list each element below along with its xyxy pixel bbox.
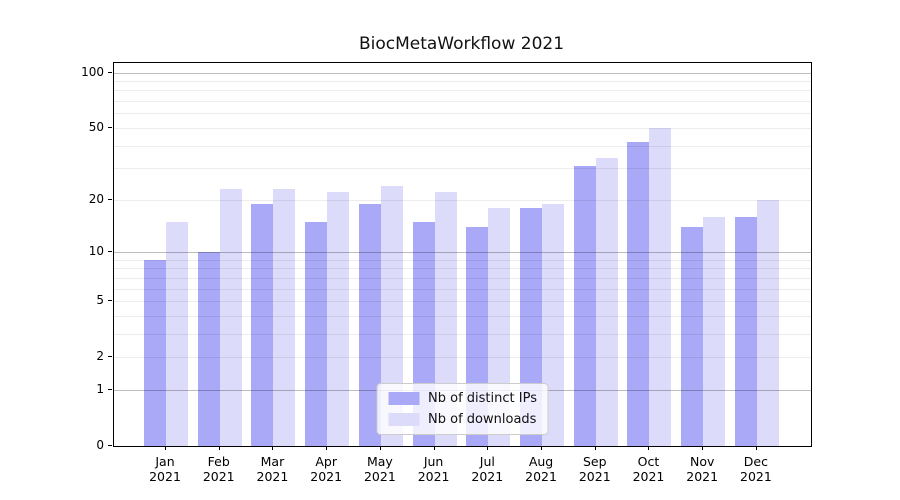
y-tick-2 [108,356,112,358]
y-tick-label-10: 10 [88,243,104,258]
x-tick-label-sep: Sep 2021 [578,454,611,484]
y-tick-100 [108,71,112,73]
bar-sep-downloads [595,158,618,446]
x-tick-jan [165,446,166,450]
bar-jan-distinct-ips [144,259,166,446]
y-tick-0 [108,445,112,446]
x-tick-label-may: May 2021 [363,454,396,484]
bar-apr-downloads [327,192,350,446]
bar-group-feb [197,63,242,446]
bar-feb-downloads [219,188,242,446]
bar-jan-downloads [166,221,188,446]
chart-title: BiocMetaWorkflow 2021 [358,34,565,54]
x-tick-apr [326,446,328,450]
x-tick-label-dec: Dec 2021 [740,454,772,484]
legend-item-downloads: Nb of downloads [388,412,537,427]
x-tick-label-mar: Mar 2021 [256,454,289,484]
y-tick-label-5: 5 [96,293,104,308]
y-tick-label-100: 100 [81,64,104,79]
bar-mar-distinct-ips [251,203,274,446]
x-tick-nov [702,446,704,450]
bar-group-jan [144,63,188,446]
bar-may-downloads [380,185,403,446]
legend-swatch-downloads [388,413,420,426]
legend-label-distinct-ips: Nb of distinct IPs [428,391,537,406]
y-tick-label-20: 20 [88,191,104,206]
y-tick-1 [108,388,112,390]
bar-sep-distinct-ips [573,165,596,446]
bar-dec-downloads [756,199,779,446]
bar-group-sep [573,63,618,446]
x-tick-jul [487,446,489,450]
x-tick-may [379,446,381,450]
legend-swatch-distinct-ips [388,392,420,405]
bar-nov-distinct-ips [681,226,704,446]
y-tick-10 [108,250,112,252]
bar-group-apr [305,63,350,446]
x-tick-label-jul: Jul 2021 [471,454,504,484]
bar-feb-distinct-ips [197,252,220,446]
bar-apr-distinct-ips [305,221,328,446]
bar-group-nov [681,63,726,446]
x-tick-label-oct: Oct 2021 [632,454,665,484]
x-tick-label-nov: Nov 2021 [686,454,719,484]
x-tick-label-apr: Apr 2021 [310,454,343,484]
bar-group-dec [734,63,779,446]
bar-oct-distinct-ips [627,141,650,446]
plot-area: Nb of distinct IPs Nb of downloads [113,62,812,447]
bar-dec-distinct-ips [734,216,757,446]
x-tick-label-aug: Aug 2021 [525,454,557,484]
legend-label-downloads: Nb of downloads [428,412,537,427]
x-tick-label-jun: Jun 2021 [417,454,450,484]
x-tick-jun [433,446,435,450]
y-tick-50 [108,126,112,128]
x-tick-label-jan: Jan 2021 [149,454,181,484]
bar-group-mar [251,63,296,446]
x-tick-sep [594,446,596,450]
bar-nov-downloads [703,216,726,446]
bar-jun-downloads [434,192,457,446]
legend: Nb of distinct IPs Nb of downloads [376,383,549,435]
x-tick-aug [541,446,543,450]
y-tick-label-0: 0 [96,438,104,452]
x-tick-label-feb: Feb 2021 [202,454,235,484]
y-tick-20 [108,198,112,200]
bar-group-oct [627,63,672,446]
bar-mar-downloads [273,188,296,446]
y-tick-label-50: 50 [88,119,104,134]
x-tick-dec [755,446,757,450]
legend-item-distinct-ips: Nb of distinct IPs [388,391,537,406]
y-tick-label-1: 1 [96,381,104,396]
x-tick-mar [272,446,274,450]
bar-group-may [358,63,403,446]
bar-may-distinct-ips [358,203,381,446]
y-tick-label-2: 2 [96,349,104,364]
x-tick-feb [218,446,220,450]
y-tick-5 [108,300,112,302]
bar-oct-downloads [649,127,672,446]
x-tick-oct [648,446,650,450]
